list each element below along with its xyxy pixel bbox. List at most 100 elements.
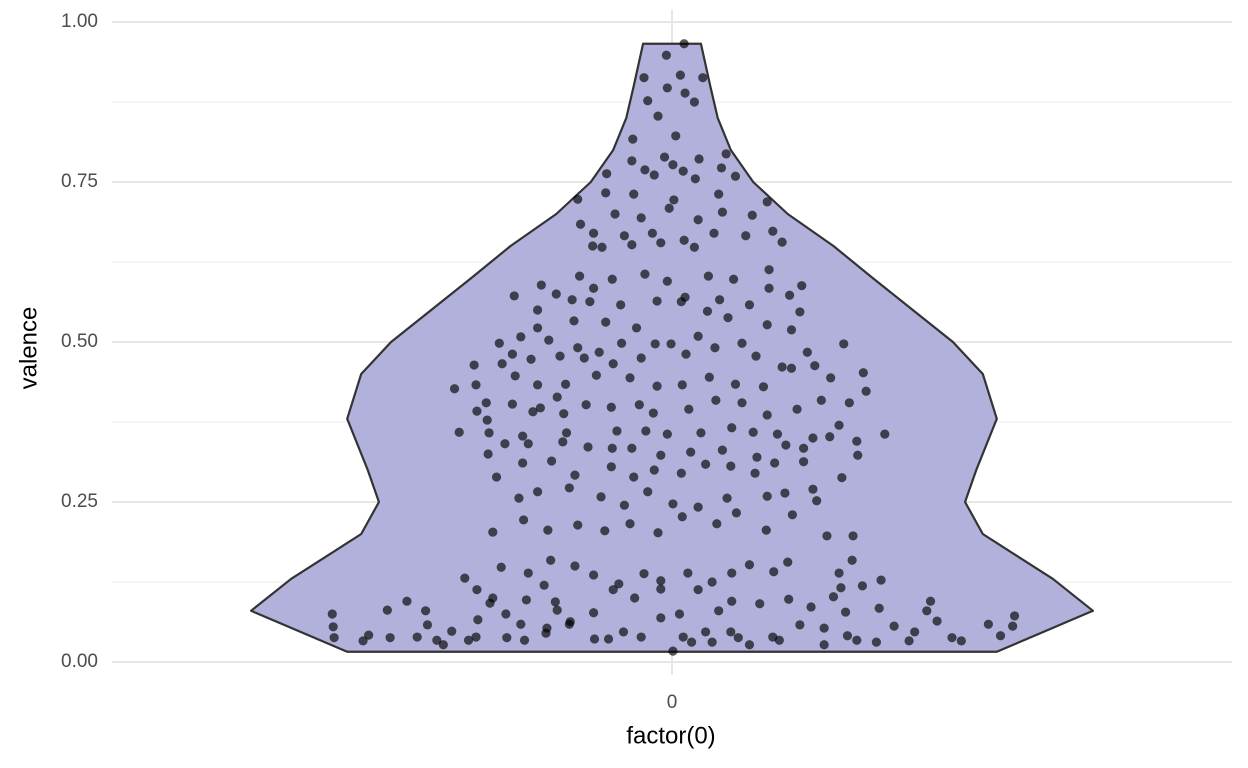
point: [799, 443, 809, 453]
point: [614, 579, 624, 589]
point: [871, 637, 882, 647]
point: [876, 575, 886, 585]
point: [606, 462, 616, 472]
point: [550, 597, 560, 607]
point: [627, 240, 637, 250]
point: [594, 347, 604, 357]
point: [567, 295, 577, 305]
point: [502, 633, 512, 643]
point: [497, 359, 507, 369]
point: [686, 447, 696, 457]
y-tick-label: 0.25: [61, 491, 98, 512]
point: [661, 50, 672, 60]
point: [612, 426, 622, 436]
point: [848, 531, 858, 541]
point: [473, 615, 483, 625]
point: [583, 442, 593, 452]
point: [842, 631, 853, 641]
point: [358, 636, 368, 646]
point: [666, 339, 676, 349]
point: [786, 325, 797, 335]
point: [471, 632, 481, 642]
point: [676, 468, 686, 478]
point: [643, 96, 653, 106]
point: [837, 473, 847, 483]
point: [472, 585, 482, 595]
point: [747, 210, 757, 220]
point: [558, 437, 568, 447]
point: [712, 519, 722, 529]
point: [786, 363, 797, 373]
point: [810, 361, 820, 371]
point: [737, 398, 747, 408]
point: [364, 630, 374, 640]
point: [629, 189, 639, 199]
point: [674, 609, 685, 619]
x-axis-title: factor(0): [626, 722, 715, 749]
point: [816, 395, 826, 405]
point: [643, 487, 653, 497]
point: [382, 605, 392, 615]
y-tick-label: 0.75: [61, 171, 98, 192]
point: [711, 395, 721, 405]
point: [641, 426, 651, 436]
point: [647, 228, 658, 238]
point: [589, 228, 599, 238]
point: [995, 631, 1006, 641]
point: [664, 203, 674, 213]
point: [559, 409, 569, 419]
point: [677, 512, 687, 522]
point: [702, 306, 713, 316]
point: [617, 338, 627, 348]
point: [601, 188, 611, 198]
point: [636, 353, 646, 363]
x-tick-label: 0: [667, 692, 678, 713]
point: [772, 429, 783, 439]
point: [653, 528, 663, 538]
y-tick-label: 1.00: [61, 11, 98, 32]
violin-half: [672, 43, 1093, 652]
point: [792, 404, 802, 414]
point: [630, 593, 640, 603]
point: [649, 465, 659, 475]
point: [762, 410, 772, 420]
point: [841, 607, 851, 617]
point: [588, 241, 598, 251]
point: [544, 335, 554, 345]
point: [589, 634, 600, 644]
point: [432, 635, 442, 645]
point: [412, 632, 422, 642]
point: [656, 450, 666, 460]
point: [730, 379, 741, 389]
point: [551, 289, 561, 299]
point: [608, 585, 618, 595]
point: [631, 323, 642, 333]
point: [648, 408, 658, 418]
point: [329, 633, 339, 643]
point: [715, 295, 725, 305]
point: [526, 354, 536, 364]
point: [731, 508, 742, 518]
point: [678, 632, 688, 642]
point: [755, 599, 765, 609]
point: [600, 526, 610, 536]
point: [904, 636, 914, 646]
point: [744, 560, 755, 570]
point: [585, 297, 595, 307]
point: [639, 569, 649, 579]
point: [748, 427, 758, 437]
point: [834, 420, 844, 430]
point: [656, 613, 666, 623]
point: [727, 423, 737, 433]
point: [671, 131, 681, 141]
point: [573, 194, 583, 204]
point: [764, 265, 774, 275]
point: [662, 83, 672, 93]
point: [795, 307, 805, 317]
point: [761, 525, 771, 535]
point: [721, 149, 731, 159]
point: [533, 323, 543, 333]
point: [601, 317, 611, 327]
point: [581, 400, 591, 410]
